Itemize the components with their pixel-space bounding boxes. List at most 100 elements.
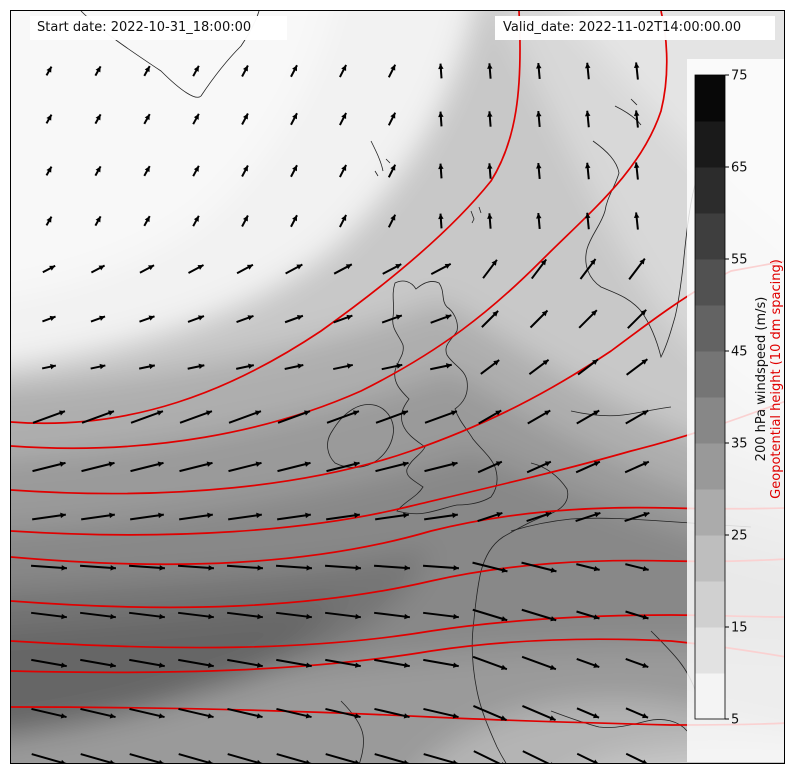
- wind-vector-shaft: [130, 461, 164, 473]
- wind-vector-shaft: [177, 564, 215, 570]
- wind-vector-shaft: [326, 410, 360, 424]
- wind-vector-head: [305, 512, 311, 519]
- wind-vector-shaft: [521, 655, 557, 671]
- wind-vector-head: [193, 65, 199, 72]
- wind-vector-shaft: [179, 461, 213, 473]
- wind-vector-head: [306, 565, 312, 571]
- wind-vector-head: [642, 614, 649, 620]
- wind-vector-head: [306, 613, 312, 620]
- wind-vector-head: [487, 213, 493, 219]
- wind-vector-shaft: [178, 611, 214, 619]
- wind-vector-head: [642, 461, 649, 467]
- map-panel: 5 15 25 35 45 55 65 75 200 hPa windspeed (m/s) …: [10, 10, 785, 764]
- wind-vector-head: [247, 315, 254, 321]
- wind-vector-shaft: [129, 611, 165, 619]
- colorbar-bin: [695, 673, 725, 720]
- wind-vector-shaft: [423, 658, 459, 668]
- wind-vector-head: [502, 762, 504, 763]
- wind-vector-shaft: [79, 564, 117, 570]
- wind-vector-head: [208, 759, 213, 763]
- wind-vector-head: [246, 264, 253, 270]
- colorbar-bins: [695, 75, 725, 720]
- wind-vector-head: [453, 613, 459, 620]
- wind-vector-shaft: [422, 564, 460, 570]
- wind-vector-shaft: [275, 564, 313, 570]
- wind-vector-head: [354, 512, 360, 519]
- wind-vector-shaft: [521, 561, 557, 573]
- wind-vectors: [30, 62, 650, 763]
- wind-vector-head: [144, 66, 150, 73]
- wind-vector-head: [207, 512, 213, 519]
- colorbar-bin: [695, 213, 725, 260]
- wind-vector-head: [304, 410, 310, 416]
- wind-vector-head: [193, 165, 199, 172]
- wind-vector-head: [495, 410, 502, 416]
- wind-vector-head: [206, 410, 212, 416]
- colorbar-bin: [695, 443, 725, 490]
- wind-vector-head: [438, 213, 444, 220]
- wind-vector-head: [593, 713, 600, 719]
- wind-vector-shaft: [324, 564, 362, 570]
- wind-vector-head: [148, 315, 155, 321]
- wind-vector-shaft: [277, 461, 311, 473]
- wind-vector-head: [453, 759, 458, 763]
- colorbar-bin: [695, 489, 725, 536]
- wind-vector-head: [345, 264, 352, 270]
- wind-vector-shaft: [130, 410, 164, 424]
- wind-vector-shaft: [326, 461, 360, 473]
- wind-vector-head: [255, 410, 261, 416]
- wind-vector-head: [159, 565, 165, 571]
- wind-vector-head: [198, 315, 204, 321]
- wind-vector-shaft: [325, 707, 361, 719]
- wind-vector-head: [109, 512, 115, 519]
- wind-vector-head: [594, 512, 601, 518]
- wind-vector-shaft: [32, 410, 66, 424]
- wind-vector-head: [501, 616, 508, 622]
- wind-vector-head: [353, 410, 359, 416]
- wind-vector-shaft: [31, 707, 67, 719]
- wind-vector-head: [99, 315, 106, 321]
- wind-vector-shaft: [424, 410, 458, 424]
- wind-vector-head: [550, 567, 557, 573]
- colorbar-label-geopotential: Geopotential height (10 dm spacing): [769, 259, 784, 499]
- wind-vector-head: [49, 265, 56, 271]
- wind-vector-shaft: [80, 611, 116, 619]
- wind-vector-head: [98, 265, 105, 271]
- wind-vector-shaft: [227, 658, 263, 668]
- wind-vector-head: [256, 662, 263, 668]
- wind-vector-head: [305, 713, 312, 719]
- wind-vector-shaft: [375, 410, 409, 424]
- wind-vector-head: [157, 461, 164, 467]
- wind-vector-head: [642, 759, 647, 763]
- colorbar-panel: 5 15 25 35 45 55 65 75 200 hPa windspeed (m/s) …: [687, 59, 784, 762]
- colorbar-bin: [695, 259, 725, 306]
- wind-vector-head: [292, 165, 298, 172]
- wind-vector-head: [396, 363, 403, 369]
- wind-vector-head: [642, 410, 649, 416]
- wind-vector-shaft: [473, 750, 501, 763]
- wind-vector-head: [46, 66, 52, 73]
- wind-vector-head: [633, 212, 640, 219]
- colorbar-tick-label: 75: [731, 69, 748, 84]
- wind-vector-shaft: [276, 753, 312, 763]
- wind-vector-head: [110, 613, 116, 620]
- wind-vector-shaft: [31, 753, 67, 763]
- colorbar-tick-label: 25: [731, 529, 748, 544]
- wind-vector-shaft: [129, 658, 165, 668]
- wind-vector-shaft: [178, 658, 214, 668]
- wind-vector-head: [353, 461, 360, 467]
- wind-vector-head: [109, 713, 116, 719]
- wind-vector-head: [591, 310, 597, 316]
- colorbar-bin: [695, 535, 725, 582]
- wind-vector-head: [633, 110, 640, 117]
- wind-vector-shaft: [277, 410, 311, 424]
- wind-vector-head: [257, 759, 262, 763]
- wind-vector-head: [390, 64, 396, 71]
- wind-vector-head: [495, 461, 502, 467]
- wind-vector-head: [493, 360, 500, 366]
- colorbar-tick-label: 65: [731, 161, 748, 176]
- wind-vector-head: [157, 410, 163, 416]
- colorbar-ticks: 5 15 25 35 45 55 65 75: [725, 69, 748, 728]
- wind-vector-shaft: [81, 461, 115, 473]
- wind-vector-head: [108, 461, 115, 467]
